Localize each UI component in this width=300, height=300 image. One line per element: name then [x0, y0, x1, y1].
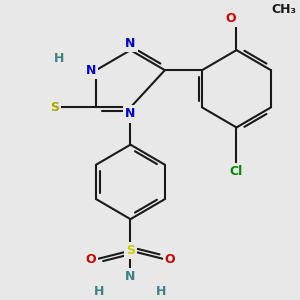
Text: O: O — [85, 253, 96, 266]
Text: N: N — [86, 64, 96, 77]
Text: S: S — [50, 101, 59, 114]
Text: O: O — [226, 12, 236, 25]
Text: CH₃: CH₃ — [271, 4, 296, 16]
Text: Cl: Cl — [230, 165, 243, 178]
Text: S: S — [126, 244, 135, 257]
Text: N: N — [125, 107, 136, 120]
Text: H: H — [54, 52, 64, 65]
Text: H: H — [156, 285, 167, 298]
Text: N: N — [125, 270, 136, 283]
Text: N: N — [125, 37, 136, 50]
Text: O: O — [165, 253, 175, 266]
Text: H: H — [94, 285, 105, 298]
